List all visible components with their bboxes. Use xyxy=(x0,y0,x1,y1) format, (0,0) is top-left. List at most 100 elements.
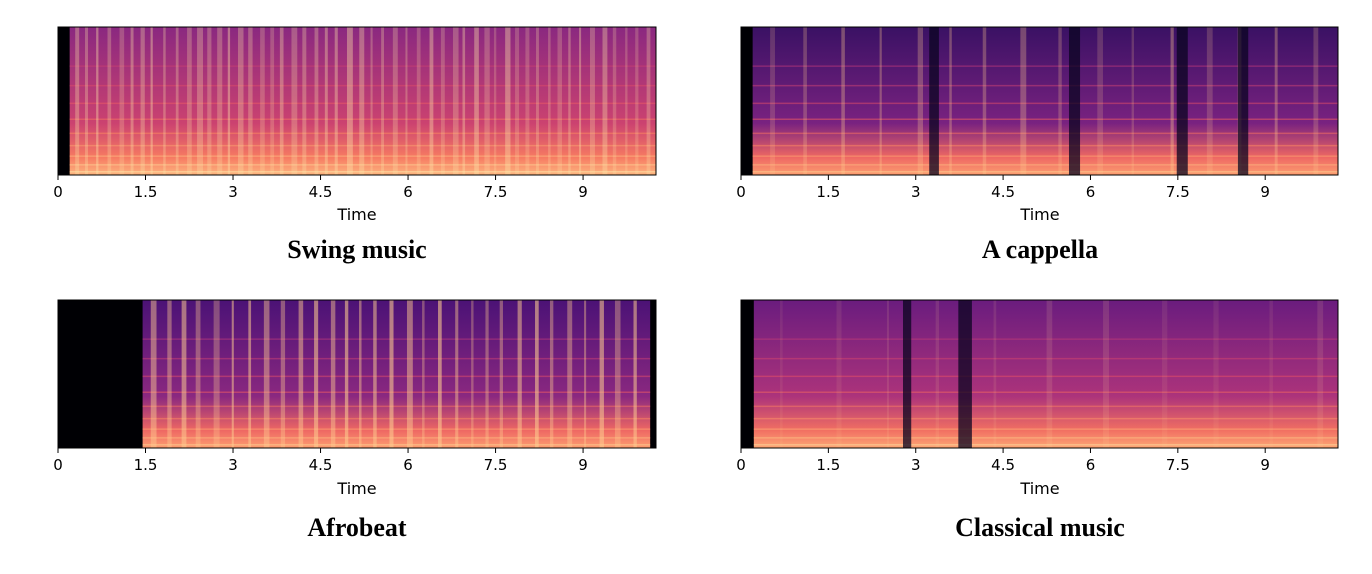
onset-pulse xyxy=(462,27,466,175)
onset-pulse xyxy=(1313,27,1319,175)
onset-pulse xyxy=(346,27,353,175)
onset-pulse xyxy=(163,27,166,175)
harmonic-line xyxy=(753,444,1338,446)
panel-afrobeat: 0 1.5 3 4.5 6 7.5 9 Time Afrobeat xyxy=(53,299,657,542)
plot-frame xyxy=(740,26,1339,176)
onset-pulse xyxy=(836,300,842,448)
onset-pulse xyxy=(1170,27,1174,175)
x-tick-label: 4.5 xyxy=(991,183,1015,201)
onset-pulse xyxy=(548,27,551,175)
harmonic-line xyxy=(752,118,1338,120)
harmonic-line xyxy=(142,391,651,393)
x-tick-label: 1.5 xyxy=(134,456,158,474)
onset-pulse xyxy=(438,300,442,448)
harmonic-line xyxy=(752,132,1338,135)
x-tick-label: 4.5 xyxy=(309,456,333,474)
onset-pulse xyxy=(167,300,172,448)
x-tick-label: 3 xyxy=(911,183,921,201)
onset-pulse xyxy=(917,27,924,175)
onset-pulse xyxy=(484,27,490,175)
audio-region xyxy=(69,27,657,175)
x-tick-label: 9 xyxy=(1260,456,1270,474)
onset-pulse xyxy=(505,27,511,175)
panel-classical-music: 0 1.5 3 4.5 6 7.5 9 Time Classical music xyxy=(736,299,1339,542)
harmonic-line xyxy=(142,437,651,439)
plot-frame xyxy=(57,26,657,176)
x-tick-label: 0 xyxy=(53,183,63,201)
audio-region xyxy=(142,300,651,448)
harmonic-line xyxy=(753,357,1338,360)
x-axis-afrobeat: 0 1.5 3 4.5 6 7.5 9 xyxy=(53,448,588,474)
onset-pulse xyxy=(1058,27,1062,175)
caption-swing-music: Swing music xyxy=(287,235,426,264)
panel-a-cappella: 0 1.5 3 4.5 6 7.5 9 Time A cappella xyxy=(736,26,1339,264)
x-tick-label: 3 xyxy=(228,183,238,201)
harmonic-line xyxy=(752,164,1338,166)
x-tick-label: 7.5 xyxy=(1166,456,1190,474)
onset-pulse xyxy=(75,27,80,175)
onset-pulse xyxy=(140,27,145,175)
onset-pulse xyxy=(197,27,203,175)
dark-gap xyxy=(1068,27,1081,175)
onset-pulse xyxy=(1317,300,1324,448)
onset-pulse xyxy=(270,27,275,175)
xlabel-classical-music: Time xyxy=(1019,479,1059,498)
onset-pulse xyxy=(406,300,413,448)
onset-pulse xyxy=(334,27,338,175)
x-tick-label: 6 xyxy=(1086,183,1096,201)
onset-pulse xyxy=(841,27,845,175)
onset-pulse xyxy=(248,300,252,448)
plot-frame xyxy=(57,299,657,449)
harmonic-line xyxy=(69,84,657,87)
onset-pulse xyxy=(886,300,889,448)
harmonic-line xyxy=(142,338,651,340)
harmonic-line xyxy=(752,65,1338,67)
x-tick-label: 3 xyxy=(911,456,921,474)
harmonic-line xyxy=(142,357,651,360)
onset-pulse xyxy=(499,300,503,448)
x-tick-label: 9 xyxy=(578,456,588,474)
onset-pulse xyxy=(422,300,425,448)
x-tick-label: 7.5 xyxy=(484,456,508,474)
harmonic-line xyxy=(142,417,651,420)
dark-gap xyxy=(958,300,972,448)
onset-pulse xyxy=(568,27,571,175)
onset-pulse xyxy=(515,27,520,175)
harmonic-line xyxy=(752,155,1338,157)
onset-pulse xyxy=(119,27,125,175)
x-tick-label: 0 xyxy=(53,456,63,474)
harmonic-line xyxy=(69,164,657,166)
onset-pulse xyxy=(1269,300,1273,448)
onset-pulse xyxy=(237,27,244,175)
onset-pulse xyxy=(314,27,319,175)
onset-pulse xyxy=(1103,300,1110,448)
onset-pulse xyxy=(589,27,595,175)
onset-pulse xyxy=(227,27,231,175)
onset-pulse xyxy=(1274,27,1278,175)
panel-swing-music: 0 1.5 3 4.5 6 7.5 9 Time Swing music xyxy=(53,26,657,264)
x-tick-label: 1.5 xyxy=(134,183,158,201)
onset-pulse xyxy=(389,300,394,448)
onset-pulse xyxy=(949,27,952,175)
onset-pulse xyxy=(359,27,365,175)
x-axis-classical-music: 0 1.5 3 4.5 6 7.5 9 xyxy=(736,448,1270,474)
onset-pulse xyxy=(107,27,112,175)
caption-a-cappella: A cappella xyxy=(982,235,1098,264)
onset-pulse xyxy=(584,300,587,448)
onset-pulse xyxy=(599,300,604,448)
harmonic-line xyxy=(752,144,1338,147)
x-tick-label: 9 xyxy=(1260,183,1270,201)
onset-pulse xyxy=(535,300,539,448)
spectrogram-afrobeat xyxy=(57,299,657,449)
xlabel-swing-music: Time xyxy=(336,205,376,224)
onset-pulse xyxy=(263,300,270,448)
harmonic-line xyxy=(69,65,657,67)
x-tick-label: 0 xyxy=(736,456,746,474)
onset-pulse xyxy=(536,27,539,175)
onset-pulse xyxy=(549,300,554,448)
harmonic-line xyxy=(753,391,1338,393)
onset-pulse xyxy=(1206,27,1213,175)
x-axis-a-cappella: 0 1.5 3 4.5 6 7.5 9 xyxy=(736,175,1270,201)
onset-pulse xyxy=(302,27,307,175)
